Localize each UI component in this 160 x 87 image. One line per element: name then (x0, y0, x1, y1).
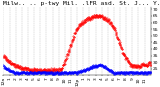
Text: Milw.. .. p-twy Mil. .lFR asd. St. J... Y.h... 200#09: Milw.. .. p-twy Mil. .lFR asd. St. J... … (3, 1, 160, 6)
